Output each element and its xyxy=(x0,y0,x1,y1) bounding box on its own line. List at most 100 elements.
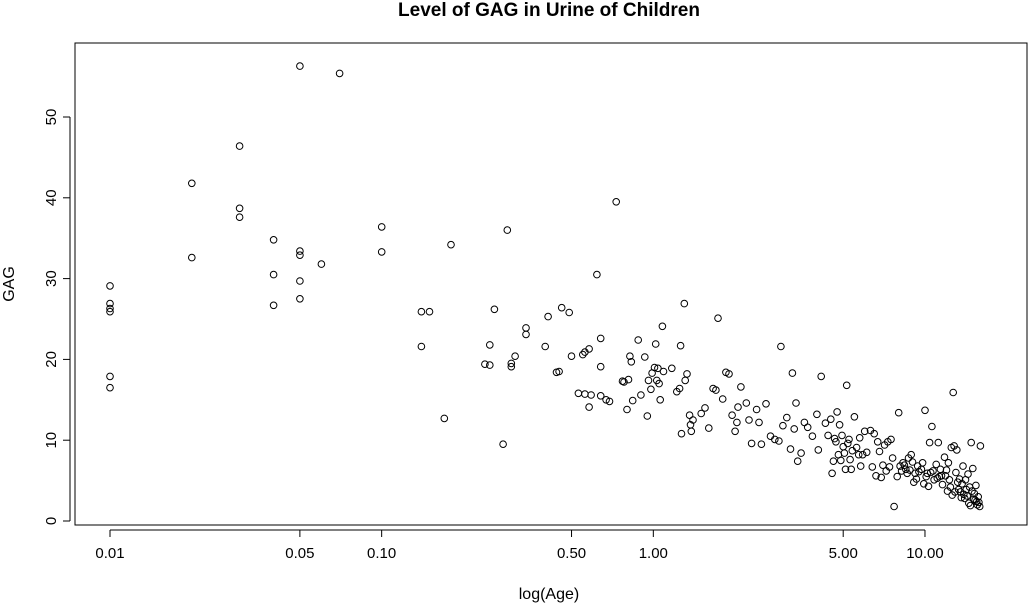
data-point xyxy=(522,324,530,332)
data-point xyxy=(544,312,552,321)
data-point xyxy=(972,481,980,490)
data-point xyxy=(824,431,832,440)
data-point xyxy=(697,409,706,418)
data-point xyxy=(932,460,941,469)
data-point xyxy=(106,304,114,313)
data-point xyxy=(902,465,910,474)
data-point xyxy=(938,480,947,489)
data-point xyxy=(541,342,550,351)
data-point xyxy=(581,390,589,398)
data-point xyxy=(676,341,685,350)
data-point xyxy=(579,350,587,359)
y-tick-label: 30 xyxy=(43,270,60,287)
data-point xyxy=(944,459,953,467)
data-point xyxy=(918,459,927,467)
x-axis: 0.01 0.05 0.10 0.50 1.00 5.00 10.00 xyxy=(95,529,944,562)
data-point xyxy=(668,364,676,373)
data-point xyxy=(963,492,972,500)
y-axis: 0 10 20 30 40 50 xyxy=(43,109,71,525)
data-point xyxy=(828,469,836,478)
data-point xyxy=(628,396,637,405)
data-point xyxy=(106,372,114,381)
data-point xyxy=(844,439,852,448)
data-point xyxy=(800,418,809,427)
data-point xyxy=(417,342,426,351)
data-point xyxy=(755,418,763,427)
data-point xyxy=(915,467,923,476)
x-tick-label: 0.05 xyxy=(285,545,314,562)
data-point xyxy=(557,303,566,312)
data-point xyxy=(969,464,977,473)
data-point xyxy=(106,307,114,316)
x-tick-label: 5.00 xyxy=(829,545,858,562)
data-point xyxy=(656,396,665,404)
data-point xyxy=(833,408,841,416)
data-point xyxy=(953,446,961,454)
data-point xyxy=(235,204,244,213)
data-point xyxy=(687,427,696,436)
x-tick-label: 0.50 xyxy=(557,545,586,562)
data-points xyxy=(106,62,985,511)
data-point xyxy=(188,179,196,188)
data-point xyxy=(862,448,871,457)
data-point xyxy=(872,472,880,480)
data-point xyxy=(858,450,867,459)
data-point xyxy=(975,502,984,511)
data-point xyxy=(976,442,985,450)
data-point xyxy=(777,342,785,351)
data-point xyxy=(974,493,983,501)
y-tick-label: 50 xyxy=(43,109,60,126)
data-point xyxy=(269,301,278,310)
data-point xyxy=(675,384,684,393)
data-point xyxy=(701,404,709,412)
data-point xyxy=(808,432,817,441)
data-point xyxy=(728,411,736,420)
data-point xyxy=(634,336,643,344)
data-point xyxy=(934,438,943,447)
data-point xyxy=(762,400,770,408)
data-point xyxy=(926,468,935,477)
data-point xyxy=(745,416,753,424)
data-point xyxy=(587,391,595,399)
data-point xyxy=(503,226,512,234)
data-point xyxy=(967,438,976,447)
data-point xyxy=(641,353,649,361)
data-point xyxy=(296,62,304,70)
data-point xyxy=(907,450,916,459)
data-point xyxy=(793,457,802,466)
y-tick-label: 10 xyxy=(43,432,60,449)
data-point xyxy=(626,352,634,361)
x-tick-label: 1.00 xyxy=(639,545,668,562)
data-point xyxy=(596,334,605,343)
x-tick-label: 10.00 xyxy=(906,545,944,562)
data-point xyxy=(779,421,787,430)
data-point xyxy=(960,494,969,503)
data-point xyxy=(847,465,856,474)
data-point xyxy=(511,352,519,361)
data-point xyxy=(968,487,976,495)
data-point xyxy=(838,431,846,440)
data-point xyxy=(875,447,884,456)
data-point xyxy=(771,435,779,444)
data-point xyxy=(612,198,621,206)
data-point xyxy=(507,362,516,371)
data-point xyxy=(752,405,761,414)
data-point xyxy=(821,419,830,428)
data-point xyxy=(643,412,652,420)
data-point xyxy=(936,465,945,474)
data-point xyxy=(813,410,821,419)
data-point xyxy=(377,248,386,256)
data-point xyxy=(602,396,610,404)
data-point xyxy=(737,383,745,391)
data-point xyxy=(644,376,653,385)
data-point xyxy=(377,223,386,231)
data-point xyxy=(921,406,929,415)
data-point xyxy=(725,370,733,378)
data-point xyxy=(840,449,849,457)
data-point xyxy=(925,438,934,447)
data-point xyxy=(712,386,720,394)
data-point xyxy=(296,247,304,255)
data-point xyxy=(235,142,244,150)
data-point xyxy=(945,476,954,484)
